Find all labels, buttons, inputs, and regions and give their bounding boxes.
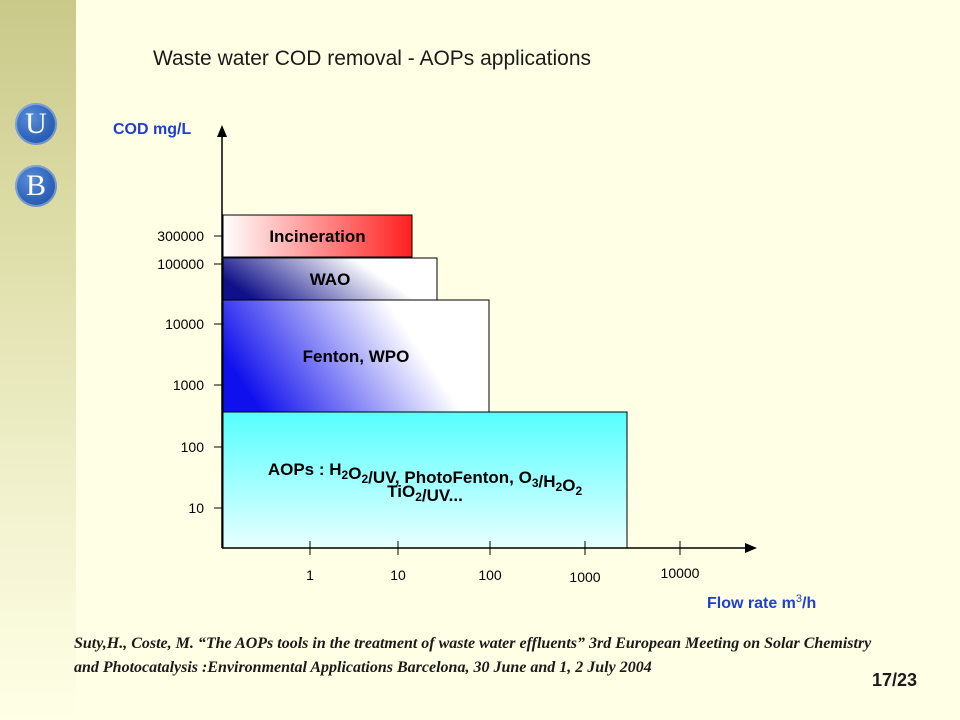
y-tick-label: 1000	[173, 377, 204, 393]
band-wao	[222, 257, 438, 301]
band-aops	[222, 411, 628, 549]
ticks-layer: 1 10 100 1000 10000 10 100 1000 10000 100000 30000…	[157, 228, 699, 585]
y-tick-label: 10000	[165, 316, 204, 332]
y-tick-label: 100000	[157, 256, 204, 272]
y-tick-label: 300000	[157, 228, 204, 244]
band-fenton-wpo	[222, 299, 490, 413]
slide-title: Waste water COD removal - AOPs applicati…	[153, 47, 592, 70]
band-label: AOPs : H2O2/UV, PhotoFenton, O3/H2O2	[268, 460, 583, 498]
logo-b-icon: B	[15, 165, 57, 207]
page-number: 17/23	[872, 670, 918, 690]
band-label: TiO2/UV...	[387, 482, 463, 505]
band-label: Fenton, WPO	[303, 347, 410, 366]
band-label: WAO	[310, 270, 351, 289]
x-axis-arrow	[745, 543, 757, 553]
y-tick-label: 10	[188, 500, 204, 516]
x-tick-label: 1000	[569, 569, 600, 585]
x-tick-label: 10	[390, 567, 406, 583]
x-axis-title: Flow rate m3/h	[707, 593, 816, 612]
y-axis-title: COD mg/L	[113, 121, 191, 138]
x-tick-label: 100	[478, 567, 502, 583]
x-tick-label: 10000	[661, 565, 700, 581]
band-incineration	[222, 214, 413, 258]
bands-layer: AOPs : H2O2/UV, PhotoFenton, O3/H2O2TiO2…	[222, 214, 628, 549]
y-axis-arrow	[217, 125, 227, 137]
band-label: Incineration	[269, 227, 365, 246]
x-tick-label: 1	[306, 567, 314, 583]
citation: Suty,H., Coste, M. “The AOPs tools in th…	[74, 635, 872, 676]
logo-u-icon: U	[15, 103, 57, 145]
y-tick-label: 100	[181, 439, 205, 455]
